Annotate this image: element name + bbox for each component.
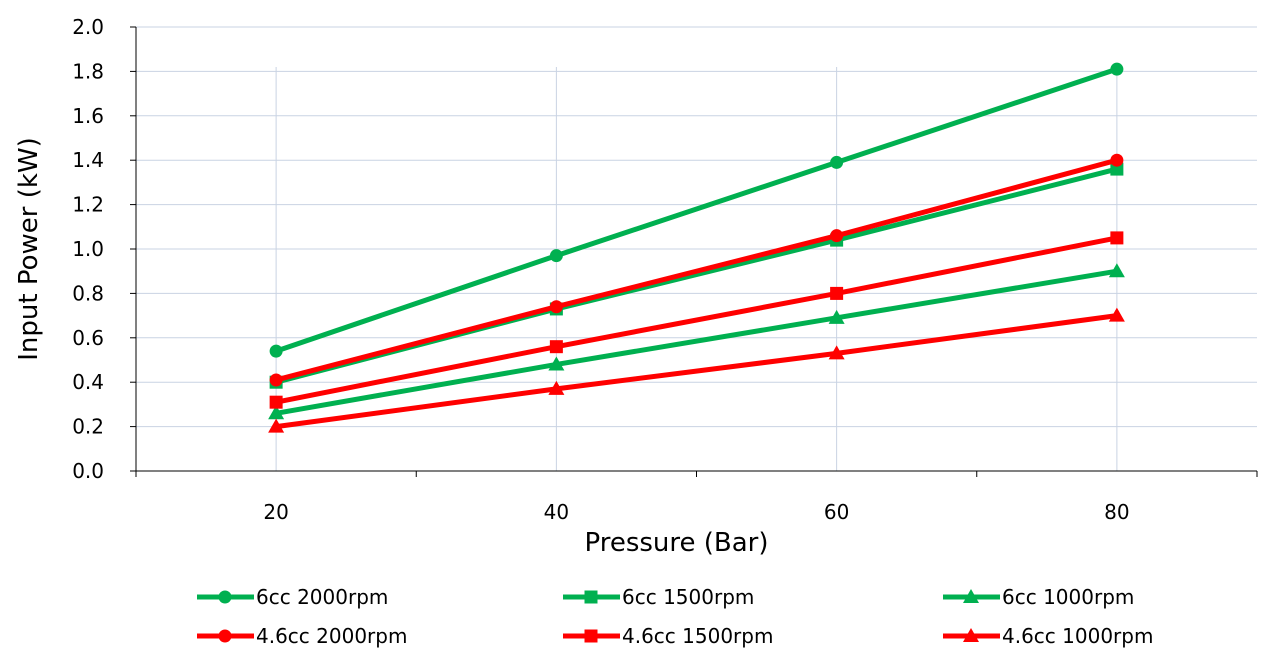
legend-swatch-marker — [218, 590, 232, 604]
data-point-triangle — [828, 309, 845, 324]
y-tick-label: 0.0 — [72, 459, 104, 483]
series-6cc-1500rpm — [269, 162, 1124, 389]
data-point-triangle — [548, 356, 565, 371]
series-line — [275, 157, 1118, 383]
series-line — [275, 313, 1118, 430]
y-tick-label: 0.6 — [72, 326, 104, 350]
legend-label: 4.6cc 2000rpm — [256, 624, 407, 648]
legend-label: 6cc 1500rpm — [622, 585, 754, 609]
y-tick-label: 0.2 — [72, 415, 104, 439]
data-point-circle — [1110, 153, 1124, 167]
legend-label: 6cc 1000rpm — [1002, 585, 1134, 609]
y-tick-label: 1.0 — [72, 237, 104, 261]
legend-label: 4.6cc 1000rpm — [1002, 624, 1153, 648]
data-point-circle — [549, 249, 563, 263]
y-tick-label: 1.6 — [72, 104, 104, 128]
x-axis-title: Pressure (Bar) — [584, 528, 768, 558]
series-4-6cc-1000rpm — [268, 307, 1125, 433]
series-line — [275, 235, 1118, 405]
data-point-square — [830, 286, 844, 300]
data-point-square — [269, 395, 283, 409]
legend-item: 4.6cc 1000rpm — [943, 624, 1153, 648]
data-point-circle — [1110, 62, 1124, 76]
data-point-triangle — [268, 405, 285, 420]
legend-label: 6cc 2000rpm — [256, 585, 388, 609]
data-point-circle — [269, 344, 283, 358]
series-4-6cc-1500rpm — [269, 231, 1124, 409]
series-line — [275, 268, 1118, 416]
legend-swatch-marker — [963, 589, 979, 603]
y-tick-label: 1.8 — [72, 59, 104, 83]
y-tick-label: 0.4 — [72, 370, 104, 394]
data-point-circle — [830, 229, 844, 243]
data-point-circle — [269, 373, 283, 387]
legend: 6cc 2000rpm 6cc 1500rpm 6cc 1000rpm 4.6cc 2… — [197, 585, 1153, 648]
legend-swatch-marker — [218, 629, 232, 643]
series-group — [268, 62, 1125, 433]
data-point-circle — [549, 300, 563, 314]
data-point-triangle — [828, 345, 845, 360]
y-tick-label: 1.2 — [72, 193, 104, 217]
series-line — [275, 166, 1118, 385]
legend-item: 6cc 1500rpm — [563, 585, 754, 609]
x-tick-label: 40 — [544, 500, 569, 524]
legend-item: 4.6cc 2000rpm — [197, 624, 407, 648]
legend-item: 6cc 2000rpm — [197, 585, 388, 609]
grid — [136, 26, 1257, 471]
series-6cc-2000rpm — [269, 62, 1124, 358]
axes — [130, 26, 1258, 477]
x-tick-label: 20 — [263, 500, 288, 524]
data-point-square — [549, 340, 563, 354]
data-point-triangle — [1108, 307, 1125, 322]
tick-labels: 0.0 0.2 0.4 0.6 0.8 1.0 1.2 1.4 1.6 1.8 2.0 20 40 60 8… — [72, 15, 1129, 524]
x-tick-label: 60 — [824, 500, 849, 524]
y-tick-label: 1.4 — [72, 148, 104, 172]
x-tick-label: 80 — [1104, 500, 1129, 524]
legend-label: 4.6cc 1500rpm — [622, 624, 773, 648]
series-6cc-1000rpm — [268, 263, 1125, 420]
y-axis-title: Input Power (kW) — [14, 137, 44, 361]
legend-swatch-marker — [584, 590, 598, 604]
data-point-square — [1110, 162, 1124, 176]
legend-swatch-marker — [584, 629, 598, 643]
y-tick-label: 2.0 — [72, 15, 104, 39]
data-point-square — [1110, 231, 1124, 245]
series-line — [275, 66, 1118, 354]
data-point-circle — [830, 155, 844, 169]
series-4-6cc-2000rpm — [269, 153, 1124, 387]
data-point-triangle — [548, 380, 565, 395]
legend-item: 6cc 1000rpm — [943, 585, 1134, 609]
data-point-triangle — [1108, 263, 1125, 278]
data-point-triangle — [268, 418, 285, 433]
legend-item: 4.6cc 1500rpm — [563, 624, 773, 648]
y-tick-label: 0.8 — [72, 281, 104, 305]
legend-swatch-marker — [963, 628, 979, 642]
